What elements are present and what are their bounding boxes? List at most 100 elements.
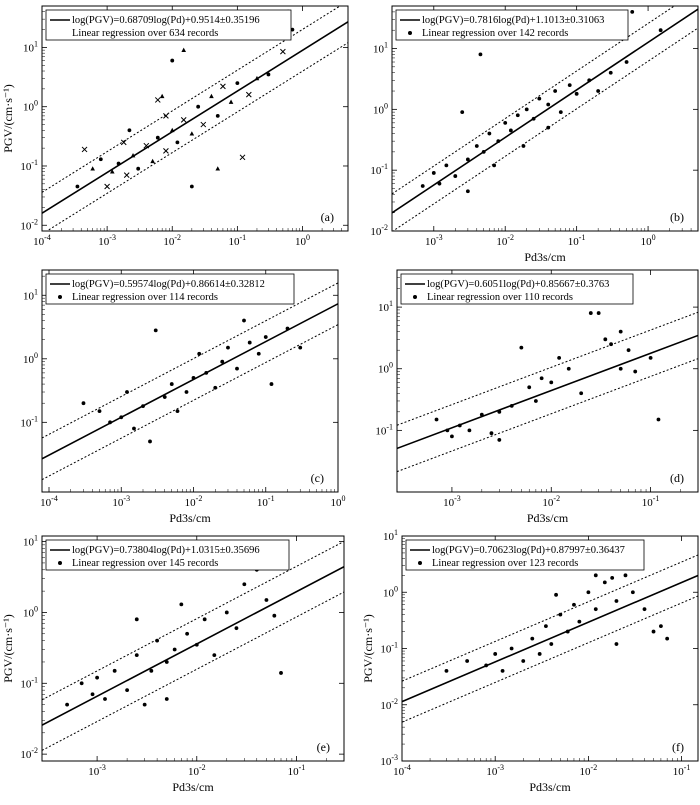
data-point bbox=[263, 335, 268, 339]
data-point bbox=[175, 140, 180, 145]
data-point bbox=[256, 351, 261, 356]
data-point bbox=[465, 659, 470, 663]
upper-band-line bbox=[42, 540, 344, 701]
y-tick-label: 10-2 bbox=[380, 697, 398, 712]
legend-record-label: Linear regression over 634 records bbox=[72, 28, 218, 39]
data-point bbox=[164, 660, 169, 664]
panel-label: (f) bbox=[672, 740, 684, 754]
data-point bbox=[202, 617, 207, 622]
plot-inner bbox=[42, 540, 344, 751]
data-point bbox=[180, 117, 187, 123]
plot-frame bbox=[396, 269, 699, 493]
data-point bbox=[546, 102, 551, 107]
data-point bbox=[204, 370, 209, 375]
point-cross-stroke bbox=[245, 91, 252, 98]
data-point bbox=[460, 110, 465, 115]
data-point bbox=[450, 434, 454, 439]
legend-box bbox=[400, 273, 634, 305]
y-tick-label: 101 bbox=[378, 299, 393, 314]
data-point bbox=[120, 139, 127, 146]
plot-frame bbox=[391, 5, 699, 232]
data-point bbox=[487, 131, 492, 136]
data-point bbox=[212, 653, 217, 658]
data-point bbox=[596, 89, 601, 93]
data-point bbox=[170, 58, 175, 63]
data-point bbox=[420, 184, 425, 188]
y-axis-label: PGV/(cm·s⁻¹) bbox=[361, 614, 375, 683]
data-point bbox=[245, 91, 252, 98]
plot-inner bbox=[402, 554, 698, 723]
x-tick-label: 100 bbox=[641, 233, 656, 248]
data-point bbox=[565, 629, 570, 634]
data-point bbox=[544, 624, 548, 629]
y-tick-label: 101 bbox=[373, 41, 388, 56]
regression-line bbox=[392, 8, 698, 214]
data-point bbox=[196, 104, 201, 109]
data-point bbox=[444, 668, 449, 673]
y-tick-label: 10-2 bbox=[20, 746, 38, 761]
x-axis-label: Pd3s/cm bbox=[169, 511, 211, 525]
legend-box bbox=[395, 9, 629, 41]
data-point bbox=[603, 337, 608, 342]
plot-inner bbox=[42, 6, 348, 231]
data-point bbox=[531, 116, 536, 121]
legend-equation: log(PGV)=0.59574log(Pd)+0.86614±0.32812 bbox=[72, 279, 265, 290]
point-cross-stroke bbox=[200, 121, 207, 128]
lower-band-line bbox=[42, 591, 344, 751]
y-tick-label: 100 bbox=[23, 99, 38, 114]
data-point bbox=[553, 89, 558, 93]
data-point bbox=[197, 351, 202, 356]
legend-box bbox=[45, 9, 292, 41]
point-cross-stroke bbox=[220, 83, 226, 90]
data-point bbox=[503, 120, 508, 125]
data-point bbox=[618, 329, 623, 334]
data-point bbox=[136, 166, 141, 171]
data-point bbox=[242, 318, 246, 323]
data-point bbox=[169, 382, 174, 386]
data-point bbox=[148, 439, 152, 444]
data-point bbox=[549, 380, 554, 385]
lower-band-line bbox=[397, 358, 698, 473]
data-point bbox=[150, 158, 155, 164]
data-point bbox=[434, 417, 439, 422]
x-tick-label: 10-3 bbox=[486, 763, 504, 778]
data-point bbox=[593, 573, 598, 578]
data-point bbox=[127, 128, 132, 133]
lower-band-line bbox=[45, 42, 348, 231]
data-point bbox=[530, 636, 535, 641]
legend: log(PGV)=0.73804log(Pd)+1.0315±0.35696 Li… bbox=[45, 539, 290, 571]
data-point bbox=[234, 626, 239, 631]
data-point bbox=[586, 590, 591, 595]
data-point bbox=[614, 599, 619, 603]
data-point bbox=[159, 93, 165, 99]
data-point bbox=[112, 668, 117, 673]
x-tick-label: 10-1 bbox=[673, 763, 691, 778]
data-point bbox=[149, 668, 154, 673]
x-tick-label: 10-4 bbox=[33, 233, 51, 248]
point-cross-stroke bbox=[180, 117, 187, 123]
data-point bbox=[220, 83, 226, 90]
point-cross-stroke bbox=[81, 146, 88, 153]
x-tick-label: 10-4 bbox=[40, 494, 58, 509]
data-point bbox=[539, 376, 544, 381]
y-axis-label: PGV/(cm·s⁻¹) bbox=[1, 614, 15, 683]
data-point bbox=[630, 590, 635, 595]
data-point bbox=[189, 184, 194, 189]
data-point bbox=[519, 345, 524, 350]
regression-line bbox=[42, 303, 338, 460]
data-point bbox=[588, 311, 593, 315]
data-point bbox=[185, 631, 190, 636]
data-point bbox=[220, 359, 225, 364]
legend-equation: log(PGV)=0.70623log(Pd)+0.87997±0.36437 bbox=[432, 545, 625, 556]
y-tick-label: 10-1 bbox=[20, 414, 38, 429]
y-tick-label: 100 bbox=[383, 584, 398, 599]
y-tick-label: 100 bbox=[373, 101, 388, 116]
x-tick-label: 10-2 bbox=[580, 763, 598, 778]
legend-box bbox=[45, 273, 295, 305]
data-point bbox=[81, 146, 88, 153]
data-point bbox=[508, 128, 513, 133]
regression-line bbox=[397, 334, 698, 450]
x-tick-label: 10-3 bbox=[425, 233, 443, 248]
